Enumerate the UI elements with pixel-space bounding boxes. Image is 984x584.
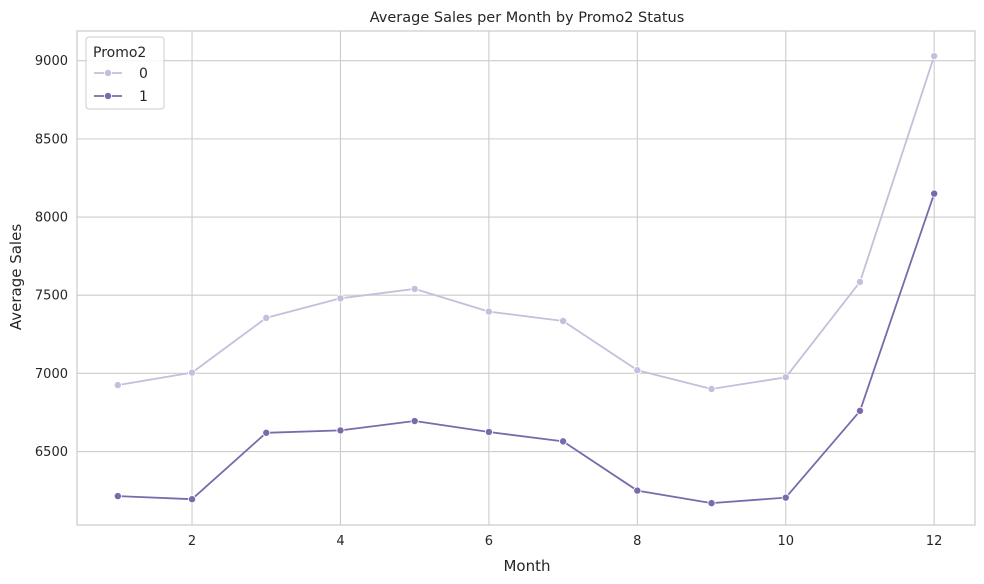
data-point xyxy=(113,492,122,501)
series-line-1 xyxy=(117,193,936,505)
data-point xyxy=(781,493,790,502)
y-tick-label: 8000 xyxy=(35,211,68,226)
x-tick-label: 6 xyxy=(485,534,493,549)
legend-marker xyxy=(104,92,113,101)
x-tick-label: 10 xyxy=(777,534,794,549)
data-point xyxy=(188,368,197,377)
data-point xyxy=(781,373,790,382)
data-point xyxy=(855,277,864,286)
data-point xyxy=(188,495,197,504)
y-tick-label: 8500 xyxy=(35,132,68,147)
y-tick-label: 7500 xyxy=(35,289,68,304)
series-layer xyxy=(113,52,939,508)
data-point xyxy=(113,381,122,390)
series-0 xyxy=(113,52,939,393)
data-point xyxy=(484,427,493,436)
data-point xyxy=(559,316,568,325)
y-axis-title: Average Sales xyxy=(7,224,25,330)
series-line-0 xyxy=(117,55,936,390)
legend-title: Promo2 xyxy=(93,45,146,61)
y-tick-label: 7000 xyxy=(35,367,68,382)
x-tick-label: 8 xyxy=(633,534,641,549)
x-tick-label: 12 xyxy=(926,534,943,549)
data-point xyxy=(633,366,642,375)
x-axis-title: Month xyxy=(503,557,550,575)
legend-box xyxy=(85,36,165,110)
x-tick-label: 4 xyxy=(336,534,344,549)
data-point xyxy=(336,426,345,435)
y-axis-ticks: 6500 7000 7500 8000 8500 9000 xyxy=(35,54,68,460)
data-point xyxy=(410,284,419,293)
data-point xyxy=(707,384,716,393)
legend-label: 1 xyxy=(139,89,148,105)
data-point xyxy=(930,52,939,61)
data-point xyxy=(262,313,271,322)
data-point xyxy=(410,417,419,426)
x-tick-label: 2 xyxy=(188,534,196,549)
data-point xyxy=(855,406,864,415)
data-point xyxy=(930,189,939,198)
legend-entry-1: 1 xyxy=(94,89,148,105)
grid xyxy=(77,31,975,525)
data-point xyxy=(336,294,345,303)
data-point xyxy=(559,437,568,446)
data-point xyxy=(262,428,271,437)
data-point xyxy=(707,499,716,508)
plot-frame xyxy=(76,30,976,526)
chart-title: Average Sales per Month by Promo2 Status xyxy=(370,10,685,26)
x-axis-ticks: 2 4 6 8 10 12 xyxy=(188,534,943,549)
data-point xyxy=(633,486,642,495)
series-1 xyxy=(113,189,939,508)
legend-entries: 01 xyxy=(94,66,148,105)
legend: Promo2 01 xyxy=(85,36,165,110)
data-point xyxy=(484,307,493,316)
legend-label: 0 xyxy=(139,66,148,82)
y-tick-label: 6500 xyxy=(35,445,68,460)
legend-entry-0: 0 xyxy=(94,66,148,82)
legend-marker xyxy=(104,69,113,78)
y-tick-label: 9000 xyxy=(35,54,68,69)
